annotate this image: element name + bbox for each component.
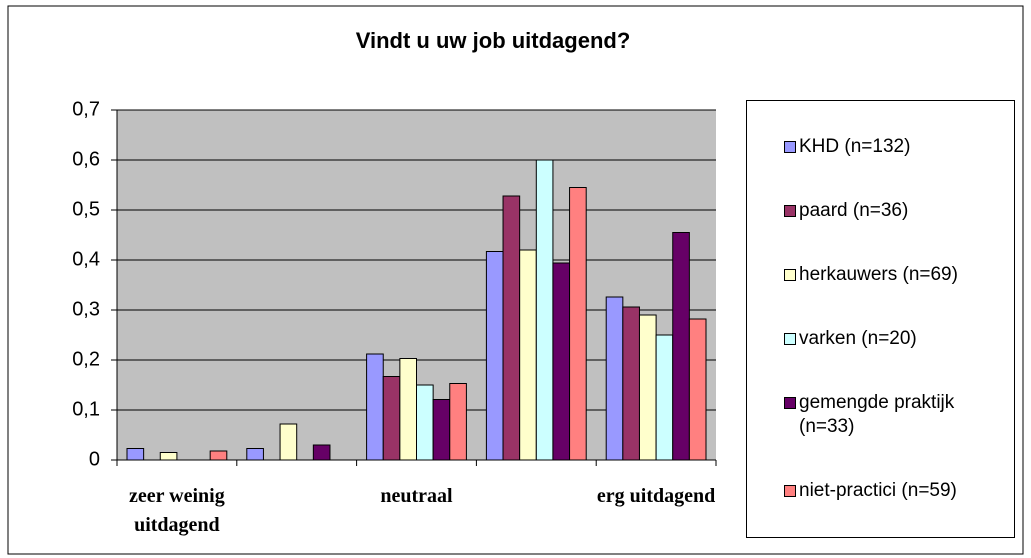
- bar: [535, 159, 554, 461]
- x-tick-label: neutraal: [380, 485, 453, 507]
- legend-swatch: [784, 205, 796, 217]
- bar: [246, 448, 264, 461]
- bar: [399, 358, 418, 461]
- bar: [688, 318, 707, 461]
- bar: [432, 399, 451, 461]
- legend-swatch: [784, 269, 796, 281]
- legend-swatch: [784, 485, 796, 497]
- legend-entry: niet-practici (n=59): [747, 479, 1014, 503]
- x-tick-label: zeer weinig uitdagend: [129, 485, 225, 536]
- bar: [605, 296, 624, 461]
- x-tick-label: erg uitdagend: [596, 485, 716, 507]
- legend-entry: varken (n=20): [747, 327, 1014, 351]
- legend-label: herkauwers (n=69): [799, 264, 958, 285]
- bar: [569, 187, 587, 461]
- bar: [366, 353, 384, 461]
- bar: [279, 423, 298, 461]
- y-tick-label: 0,3: [72, 298, 100, 320]
- bar: [519, 249, 537, 461]
- y-tick-label: 0,1: [72, 398, 100, 420]
- legend-entry: gemengde praktijk (n=33): [747, 391, 1014, 439]
- legend-label: varken (n=20): [799, 328, 917, 349]
- bar: [416, 384, 434, 461]
- bar: [638, 314, 657, 461]
- bar: [382, 376, 401, 461]
- y-tick-label: 0,6: [72, 148, 100, 170]
- bar: [126, 448, 145, 461]
- y-tick-label: 0,5: [72, 198, 100, 220]
- legend-entry: KHD (n=132): [747, 135, 1014, 159]
- legend-entry: herkauwers (n=69): [747, 263, 1014, 287]
- y-tick-label: 0,2: [72, 348, 100, 370]
- y-tick-label: 0,4: [72, 248, 100, 270]
- bar: [449, 383, 467, 461]
- legend-swatch: [784, 397, 796, 409]
- legend: KHD (n=132) paard (n=36) herkauwers (n=69)…: [746, 100, 1015, 538]
- legend-label: KHD (n=132): [799, 136, 911, 157]
- bar: [655, 334, 674, 461]
- legend-entry: paard (n=36): [747, 199, 1014, 223]
- chart-title: Vindt u uw job uitdagend?: [356, 28, 631, 53]
- bar: [672, 232, 690, 461]
- bar: [552, 262, 571, 461]
- bar: [209, 450, 228, 461]
- legend-label: niet-practici (n=59): [799, 480, 957, 501]
- bar: [312, 444, 331, 461]
- legend-label: paard (n=36): [799, 200, 909, 221]
- legend-swatch: [784, 333, 796, 345]
- legend-label: gemengde praktijk (n=33): [799, 392, 955, 437]
- bar: [159, 452, 178, 461]
- y-tick-label: 0: [89, 448, 100, 470]
- legend-swatch: [784, 141, 796, 153]
- bar: [622, 306, 640, 461]
- bar: [485, 251, 504, 461]
- bar: [502, 195, 521, 461]
- y-tick-label: 0,7: [72, 98, 100, 120]
- chart-border: [7, 5, 1024, 555]
